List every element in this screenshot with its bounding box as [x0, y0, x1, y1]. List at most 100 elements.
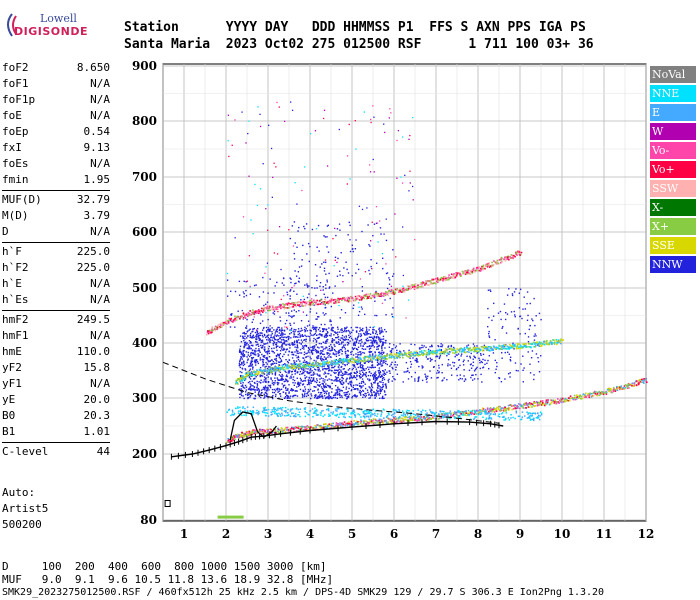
nnw-echo-point [416, 352, 419, 354]
scattered-echo-point [402, 274, 405, 277]
scattered-echo-point [409, 182, 411, 184]
nnw-echo-point [332, 339, 334, 341]
nnw-echo-point [243, 387, 246, 389]
trace-point [554, 399, 557, 402]
nnw-echo-point [293, 332, 295, 334]
nnw-echo-point [371, 364, 374, 366]
nnw-echo-point [341, 329, 343, 332]
nnw-echo-point [379, 353, 381, 355]
nnw-echo-point [297, 336, 299, 338]
nnw-echo-point [311, 349, 314, 352]
nnw-echo-point [250, 354, 252, 356]
trace-point [484, 347, 487, 349]
nnw-echo-point [324, 397, 327, 400]
trace-point [381, 421, 383, 423]
trace-point [232, 436, 234, 439]
param-value: 44 [96, 445, 110, 458]
trace-point [350, 424, 352, 427]
nnw-echo-point [457, 353, 460, 355]
nnw-echo-point [290, 377, 293, 379]
trace-point [553, 400, 556, 403]
nnw-echo-point [315, 360, 317, 362]
nnw-echo-point [302, 366, 304, 369]
nnw-echo-point [303, 371, 305, 374]
trace-point [564, 400, 566, 403]
nnw-echo-point [268, 350, 270, 352]
nnw-echo-point [494, 339, 496, 341]
trace-point [322, 361, 324, 363]
nnw-echo-point [245, 337, 248, 339]
nnw-echo-point [286, 375, 289, 378]
nnw-echo-point [365, 330, 368, 332]
trace-point [542, 403, 544, 406]
nnw-echo-point [278, 374, 281, 376]
trace-point [311, 426, 314, 429]
nnw-echo-point [243, 344, 246, 346]
scattered-echo-point [241, 111, 243, 113]
trace-point [302, 425, 304, 428]
trace-point [344, 360, 346, 362]
scattered-echo-point [249, 285, 251, 288]
scattered-echo-point [235, 316, 238, 318]
nnw-echo-point [291, 388, 293, 391]
nnw-echo-point [355, 272, 357, 274]
scattered-echo-point [393, 316, 395, 318]
nnw-echo-point [520, 363, 522, 365]
trace-point [281, 367, 284, 369]
nnw-echo-point [282, 332, 284, 335]
nnw-echo-point [242, 356, 244, 358]
nnw-echo-point [281, 375, 283, 378]
nnw-echo-point [463, 359, 465, 361]
nnw-echo-point [458, 379, 460, 381]
nnw-echo-point [242, 335, 244, 337]
nnw-echo-point [274, 395, 277, 398]
nnw-echo-point [350, 380, 352, 382]
nnw-echo-point [319, 384, 321, 386]
nnw-echo-point [290, 363, 292, 365]
nnw-echo-point [300, 335, 302, 337]
trace-point [346, 361, 349, 364]
nnw-echo-point [389, 343, 391, 345]
nnw-echo-point [243, 280, 245, 283]
nnw-echo-point [282, 277, 285, 280]
nnw-echo-point [361, 366, 364, 368]
trace-point [439, 352, 442, 355]
nnw-echo-point [252, 344, 254, 347]
nnw-echo-point [339, 378, 341, 381]
nnw-echo-point [305, 335, 307, 338]
nnw-echo-point [329, 353, 331, 355]
nnw-echo-point [248, 387, 250, 390]
nnw-echo-point [376, 361, 379, 364]
trace-point [516, 344, 519, 347]
nnw-echo-point [369, 397, 372, 399]
trace-point [445, 349, 447, 352]
nnw-echo-point [318, 363, 320, 365]
param-label: foF1 [2, 77, 29, 90]
nnw-echo-point [286, 397, 288, 400]
nnw-echo-point [469, 355, 471, 358]
nnw-echo-point [519, 333, 521, 335]
scattered-echo-point [349, 178, 351, 180]
trace-point [289, 366, 292, 368]
nnw-echo-point [304, 388, 307, 390]
trace-point [570, 397, 572, 400]
nnw-echo-point [522, 308, 524, 310]
nnw-echo-point [259, 359, 262, 361]
trace-point [617, 387, 620, 389]
nnw-echo-point [376, 378, 378, 380]
nnw-echo-point [365, 374, 367, 376]
nnw-echo-point [372, 331, 374, 333]
scattered-echo-point [324, 259, 327, 261]
trace-point [324, 362, 326, 365]
trace-point [403, 352, 406, 355]
nnw-echo-point [229, 326, 232, 328]
trace-point [596, 393, 599, 395]
trace-point [474, 350, 476, 353]
nnw-echo-point [359, 330, 361, 332]
nnw-echo-point [296, 371, 299, 374]
nnw-echo-point [243, 363, 246, 366]
nnw-echo-point [358, 391, 361, 393]
trace-point [285, 364, 288, 367]
nnw-echo-point [245, 344, 247, 346]
nnw-echo-point [320, 377, 323, 379]
